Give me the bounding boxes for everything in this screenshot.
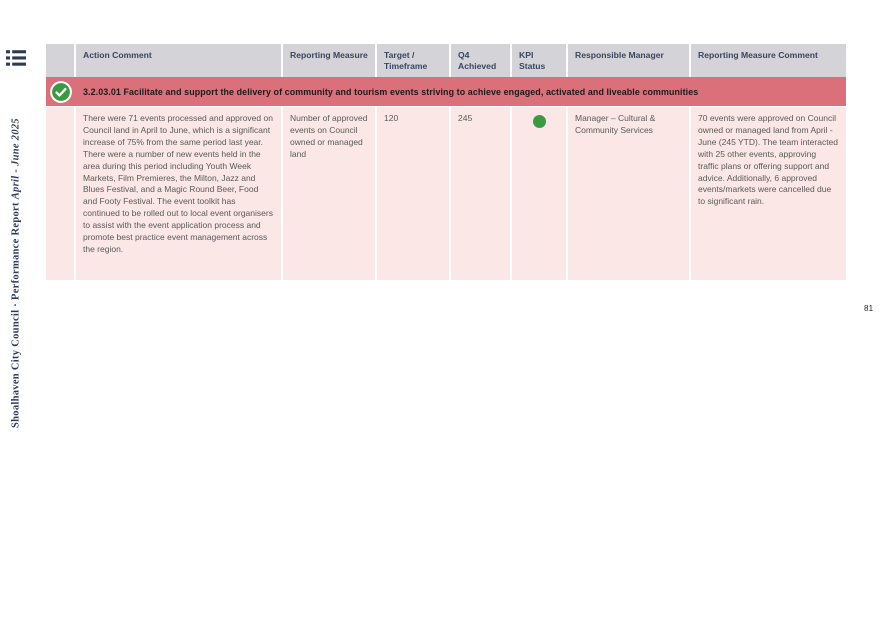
cell-reporting-measure: Number of approved events on Council own…: [283, 107, 377, 280]
cell-q4-achieved: 245: [451, 107, 512, 280]
objective-banner-text: 3.2.03.01 Facilitate and support the del…: [83, 86, 699, 97]
cell-kpi-status: [512, 107, 568, 280]
cell-target-timeframe: 120: [377, 107, 451, 280]
table-header-row: Action Comment Reporting Measure Target …: [46, 44, 846, 77]
toc-menu-button[interactable]: [5, 47, 27, 69]
header-reporting-measure-comment: Reporting Measure Comment: [691, 44, 846, 77]
cell-responsible-manager: Manager – Cultural & Community Services: [568, 107, 691, 280]
header-q4-achieved: Q4 Achieved: [451, 44, 512, 77]
objective-status-cell: [46, 80, 76, 103]
document-title-main: Shoalhaven City Council · Performance Re…: [10, 199, 22, 428]
kpi-status-green-dot-icon: [532, 115, 546, 128]
check-circle-icon: [50, 80, 72, 103]
cell-reporting-measure-comment: 70 events were approved on Council owned…: [691, 107, 846, 280]
header-target-timeframe: Target / Timeframe: [377, 44, 451, 77]
document-title-vertical: Shoalhaven City Council · Performance Re…: [11, 118, 22, 428]
header-reporting-measure: Reporting Measure: [283, 44, 377, 77]
header-action-comment: Action Comment: [76, 44, 283, 77]
cell-action-comment: There were 71 events processed and appro…: [76, 107, 283, 280]
header-status-spacer: [46, 44, 76, 77]
document-title-period: April - June 2025: [10, 118, 22, 200]
page-number: 81: [864, 304, 874, 313]
header-kpi-status: KPI Status: [512, 44, 568, 77]
cell-status-spacer: [46, 107, 76, 280]
table-row: There were 71 events processed and appro…: [46, 107, 846, 280]
header-responsible-manager: Responsible Manager: [568, 44, 691, 77]
objective-banner-row: 3.2.03.01 Facilitate and support the del…: [46, 77, 846, 106]
list-icon: [6, 48, 26, 68]
performance-table: Action Comment Reporting Measure Target …: [46, 44, 846, 280]
